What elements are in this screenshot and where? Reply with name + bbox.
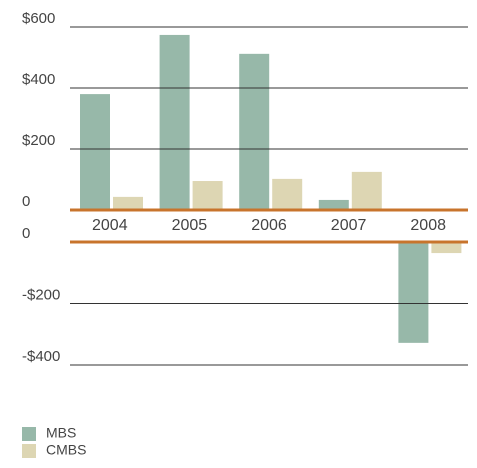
x-tick-label: 2005	[172, 217, 208, 234]
x-tick-label: 2007	[331, 217, 367, 234]
y-tick-label: -$200	[22, 286, 60, 303]
bar	[80, 94, 110, 210]
x-tick-label: 2004	[92, 217, 128, 234]
legend-swatch	[22, 427, 36, 441]
bar	[351, 171, 382, 210]
bar	[318, 199, 349, 210]
bar	[272, 178, 303, 210]
y-tick-label: -$400	[22, 348, 60, 365]
x-tick-label: 2008	[410, 217, 446, 234]
x-tick-label: 2006	[251, 217, 287, 234]
y-tick-label: 0	[22, 225, 30, 242]
y-tick-label: 0	[22, 193, 30, 210]
bar	[431, 242, 462, 254]
bar	[239, 53, 270, 211]
bar	[192, 181, 223, 210]
legend-swatch	[22, 444, 36, 458]
y-tick-label: $400	[22, 71, 55, 88]
legend-label: CMBS	[46, 442, 86, 458]
bar	[398, 242, 429, 343]
bar	[113, 196, 143, 210]
bar	[159, 34, 190, 211]
y-tick-label: $600	[22, 10, 55, 27]
legend-label: MBS	[46, 425, 76, 441]
y-tick-label: $200	[22, 132, 55, 149]
